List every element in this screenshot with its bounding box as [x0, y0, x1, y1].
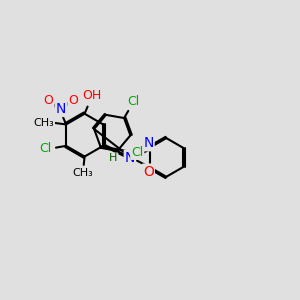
- Text: N: N: [125, 151, 135, 165]
- Text: N: N: [143, 136, 154, 150]
- Text: O: O: [143, 164, 154, 178]
- Text: H: H: [109, 154, 117, 164]
- Text: Cl: Cl: [39, 142, 51, 155]
- Text: O: O: [43, 94, 53, 107]
- Text: N: N: [56, 102, 66, 116]
- Text: O: O: [68, 94, 78, 107]
- Text: CH₃: CH₃: [73, 168, 94, 178]
- Text: OH: OH: [82, 89, 101, 102]
- Text: Cl: Cl: [127, 95, 139, 108]
- Text: CH₃: CH₃: [33, 118, 54, 128]
- Text: Cl: Cl: [131, 146, 143, 159]
